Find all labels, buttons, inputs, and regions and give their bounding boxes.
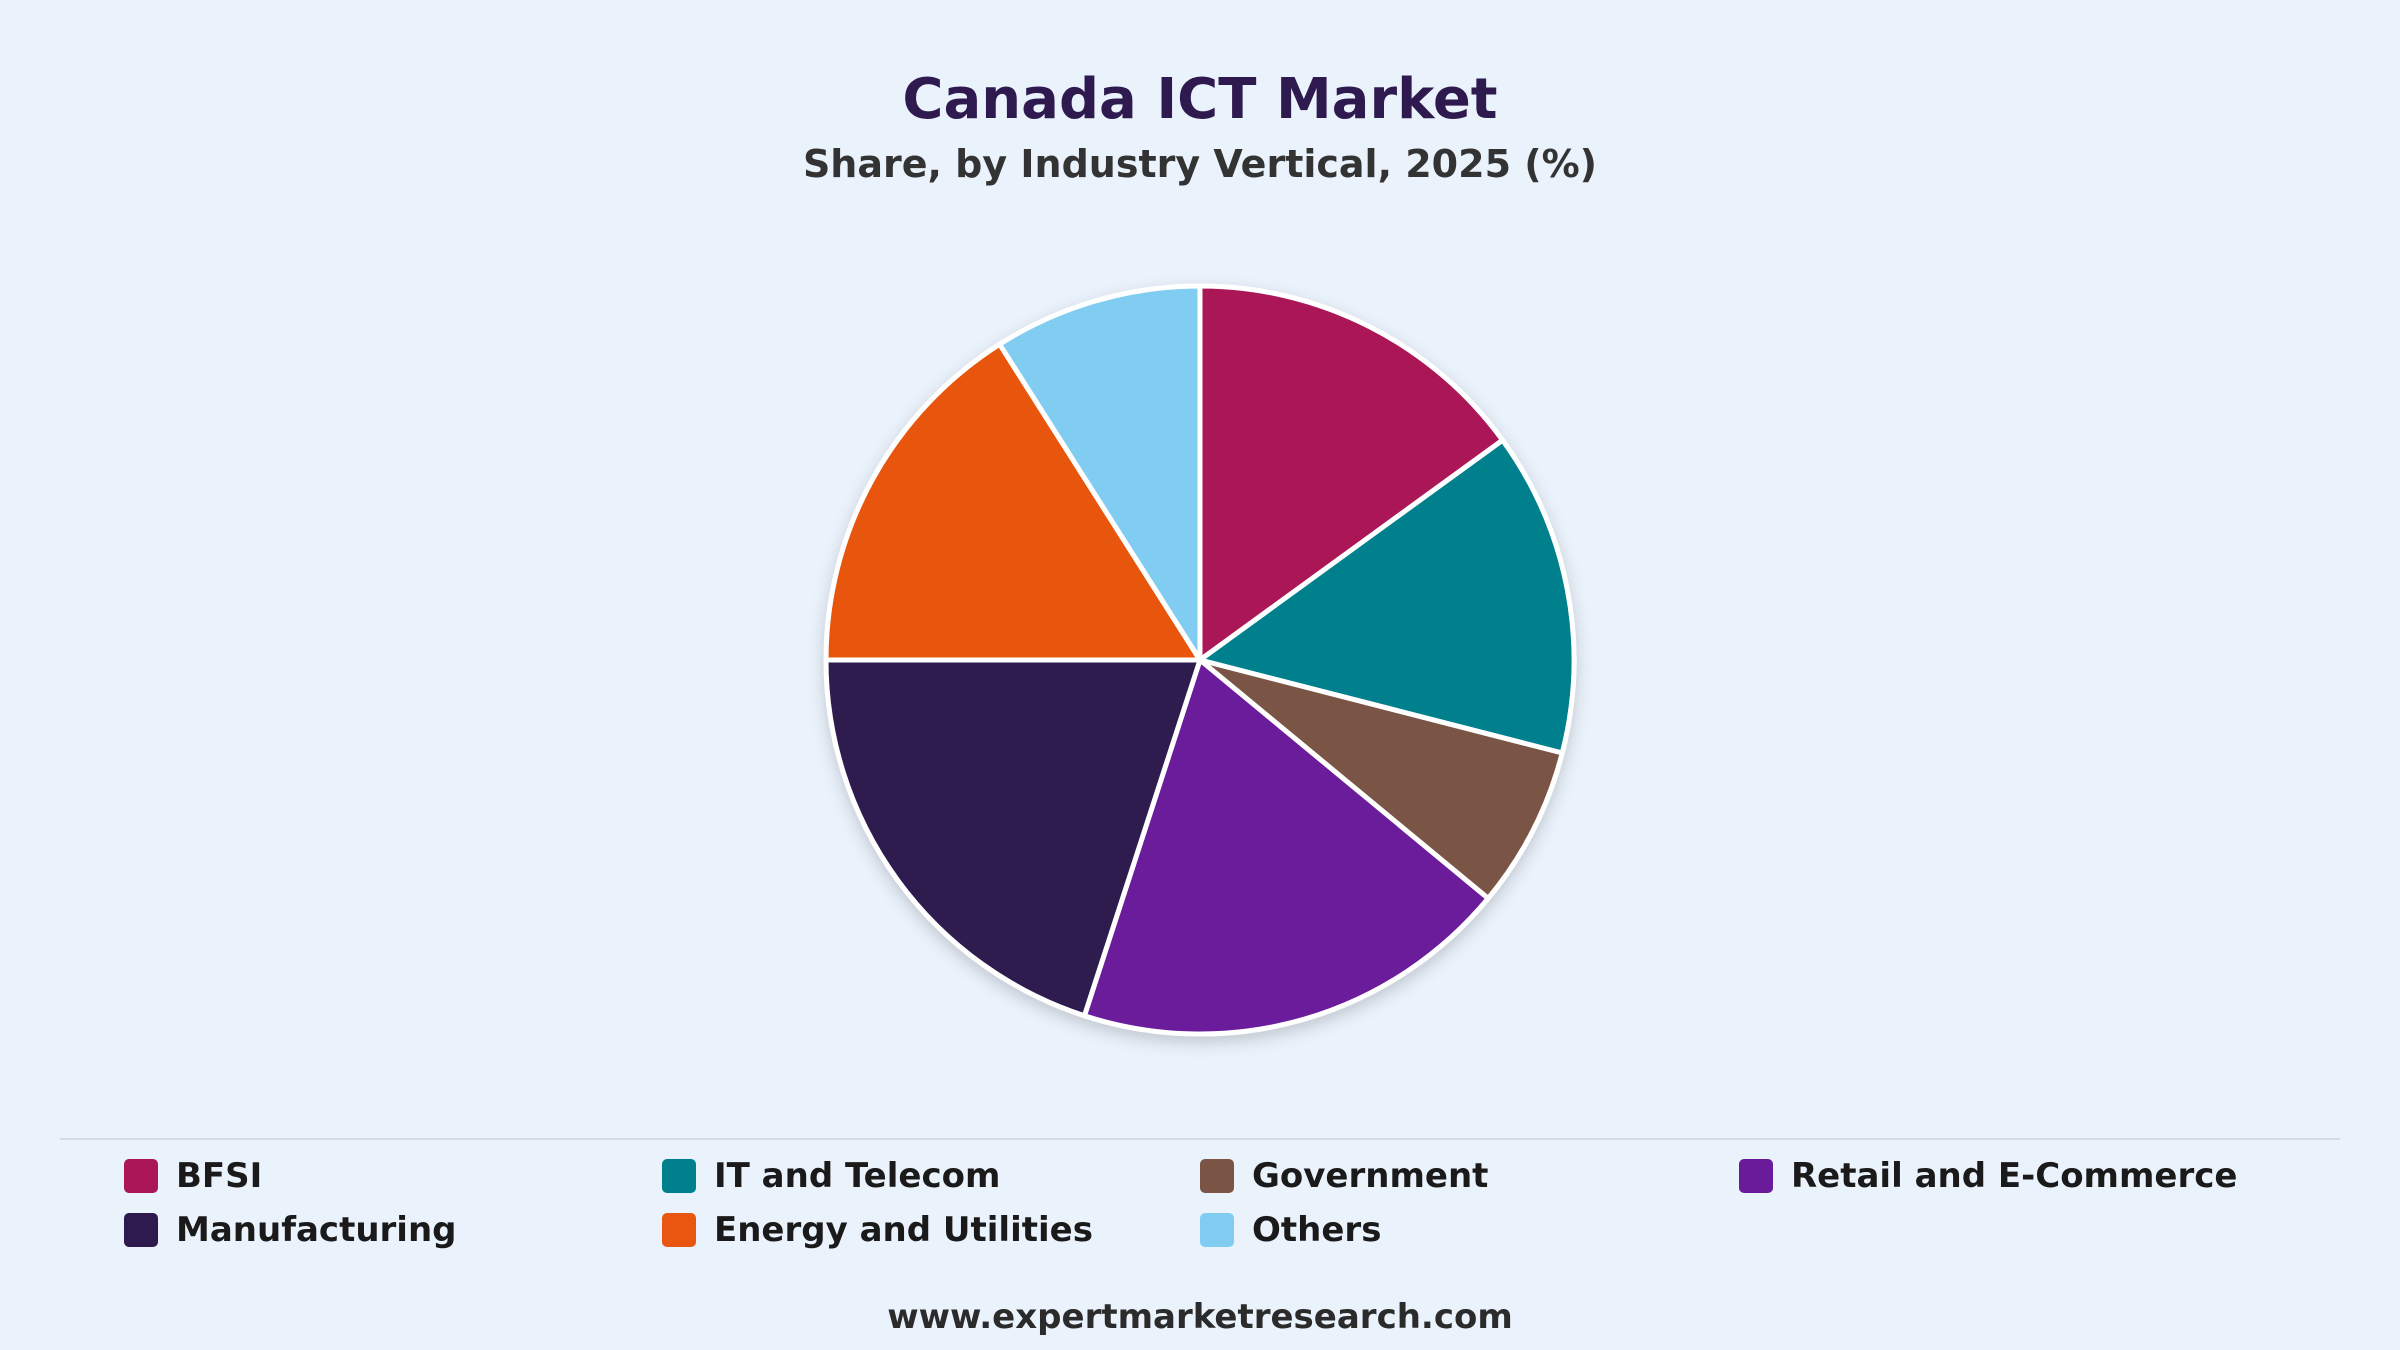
legend-label: Energy and Utilities xyxy=(714,1210,1093,1250)
legend-item-manufacturing: Manufacturing xyxy=(124,1210,457,1250)
chart-title: Canada ICT Market xyxy=(902,67,1498,132)
legend-item-retail-and-e-commerce: Retail and E-Commerce xyxy=(1739,1156,2237,1196)
legend-swatch xyxy=(1739,1159,1773,1193)
legend-swatch xyxy=(662,1213,696,1247)
pie-slice-it-and-telecom xyxy=(1197,437,1577,756)
pie-slice-retail-and-e-commerce xyxy=(1081,657,1491,1037)
chart-subtitle: Share, by Industry Vertical, 2025 (%) xyxy=(802,142,1598,186)
legend-swatch xyxy=(1200,1159,1234,1193)
pie-slice-others xyxy=(997,283,1203,663)
legend-swatch xyxy=(1200,1213,1234,1247)
legend-item-others: Others xyxy=(1200,1210,1381,1250)
pie-chart xyxy=(823,283,1577,1037)
legend-label: Retail and E-Commerce xyxy=(1791,1156,2238,1196)
pie-slice-government xyxy=(1197,657,1565,901)
legend-label: IT and Telecom xyxy=(714,1156,1001,1196)
legend-item-bfsi: BFSI xyxy=(124,1156,262,1196)
legend-label: Manufacturing xyxy=(176,1210,457,1250)
legend-label: Others xyxy=(1252,1210,1382,1250)
legend-swatch xyxy=(124,1213,158,1247)
legend-divider xyxy=(60,1138,2340,1140)
pie-slice-bfsi xyxy=(1197,283,1506,663)
legend-swatch xyxy=(124,1159,158,1193)
legend-swatch xyxy=(662,1159,696,1193)
legend-item-it-and-telecom: IT and Telecom xyxy=(662,1156,1000,1196)
legend-item-energy-and-utilities: Energy and Utilities xyxy=(662,1210,1093,1250)
footer-url: www.expertmarketresearch.com xyxy=(887,1297,1513,1337)
pie-slice-manufacturing xyxy=(823,657,1203,1019)
legend-label: BFSI xyxy=(176,1156,263,1196)
legend-item-government: Government xyxy=(1200,1156,1488,1196)
pie-slice-energy-and-utilities xyxy=(823,341,1203,663)
legend-label: Government xyxy=(1252,1156,1489,1196)
